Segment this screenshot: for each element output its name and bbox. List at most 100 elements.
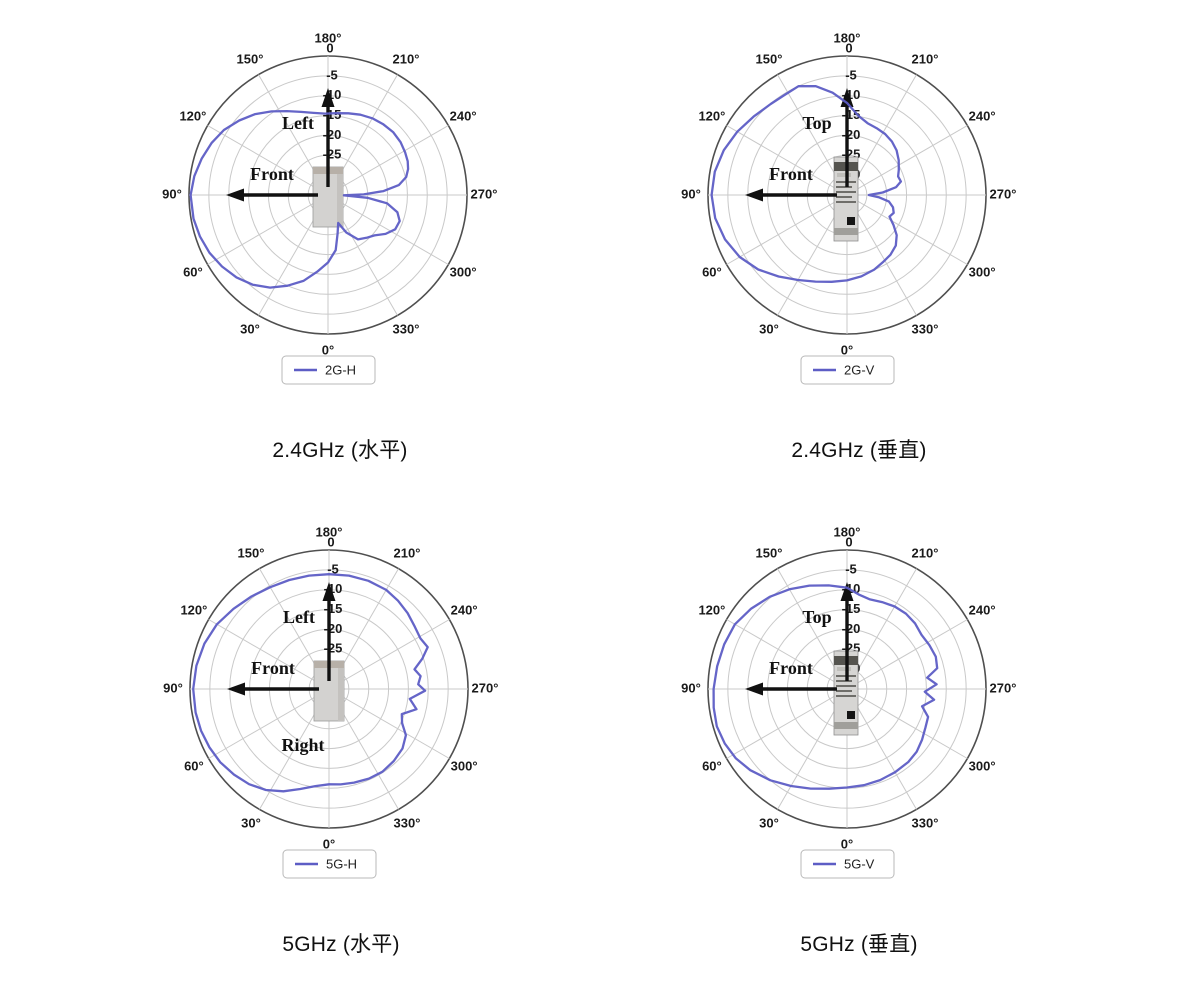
angle-tick-label: 0° (322, 342, 334, 357)
device-vent (836, 201, 856, 203)
direction-arrow-front-head (226, 188, 244, 202)
angle-tick-label: 300° (969, 264, 996, 279)
radial-tick-label: -5 (327, 561, 339, 576)
device-bottom-band (834, 722, 858, 729)
direction-arrow-front-head (745, 188, 763, 202)
angle-tick-label: 240° (969, 602, 996, 617)
radial-tick-label: -5 (845, 561, 857, 576)
angle-tick-label: 120° (179, 108, 206, 123)
legend-box (800, 355, 895, 385)
device-vent (836, 695, 856, 697)
device-port (847, 217, 855, 225)
angle-tick-label: 300° (451, 758, 478, 773)
radial-tick-label: -20 (842, 621, 861, 636)
angle-tick-label: 210° (393, 51, 420, 66)
direction-label-right: Right (281, 735, 324, 755)
angle-tick-label: 180° (315, 30, 342, 45)
polar-chart-2g-h: 0° 30° 60° 90° 120° 150° 180° 210° 240° 270° 300° 3… (133, 5, 523, 395)
radial-tick-label: -20 (324, 621, 343, 636)
polar-grid-spoke (846, 568, 917, 690)
direction-arrow-front-head (745, 682, 763, 696)
angle-tick-label: 240° (451, 602, 478, 617)
angle-tick-label: 240° (969, 108, 996, 123)
angle-tick-label: 90° (681, 680, 701, 695)
radial-tick-label: 0 (327, 534, 334, 549)
polar-grid-spoke (726, 194, 848, 265)
direction-arrow-up-head (321, 88, 335, 107)
legend-box (282, 849, 377, 879)
device-vent (836, 680, 852, 682)
angle-tick-label: 240° (450, 108, 477, 123)
angle-tick-label: 210° (912, 545, 939, 560)
angle-tick-label: 30° (241, 816, 261, 831)
chart-caption: 2.4GHz (垂直) (791, 439, 927, 462)
direction-label-up: Top (802, 607, 831, 627)
angle-tick-label: 120° (698, 602, 725, 617)
polar-plot: 0° 30° 60° 90° 120° 150° 180° 210° 240° 270° 300° 3… (162, 30, 498, 385)
angle-tick-label: 270° (471, 186, 498, 201)
angle-tick-label: 30° (240, 322, 260, 337)
chart-caption: 2.4GHz (水平) (272, 439, 408, 462)
chart-caption: 5GHz (水平) (282, 933, 400, 956)
radial-tick-label: -25 (324, 641, 343, 656)
polar-grid-spoke (328, 688, 450, 759)
direction-label-up: Left (283, 607, 315, 627)
angle-tick-label: 0° (841, 342, 853, 357)
angle-tick-label: 120° (180, 602, 207, 617)
radial-tick-label: -15 (842, 601, 861, 616)
polar-chart-5g-v: 0° 30° 60° 90° 120° 150° 180° 210° 240° 270° 300° 3… (652, 499, 1042, 889)
radial-tick-label: -15 (324, 601, 343, 616)
device-shade (338, 668, 344, 721)
radial-tick-label: -20 (842, 127, 861, 142)
radial-tick-label: 0 (845, 534, 852, 549)
radial-tick-label: -25 (323, 147, 342, 162)
angle-tick-label: 60° (183, 264, 203, 279)
direction-arrow-front-head (227, 682, 245, 696)
angle-tick-label: 330° (912, 816, 939, 831)
polar-grid-spoke (846, 74, 917, 196)
polar-grid-spoke (846, 194, 968, 265)
angle-tick-label: 0° (323, 836, 335, 851)
angle-tick-label: 150° (756, 51, 783, 66)
radiation-pattern-curve (712, 584, 939, 790)
angle-tick-label: 300° (969, 758, 996, 773)
polar-grid-spoke (726, 619, 848, 690)
radiation-pattern-curve (192, 573, 429, 793)
angle-tick-label: 90° (162, 186, 182, 201)
polar-grid-spoke (846, 619, 968, 690)
angle-tick-label: 90° (163, 680, 183, 695)
radial-tick-label: -20 (323, 127, 342, 142)
angle-tick-label: 120° (698, 108, 725, 123)
angle-tick-label: 270° (472, 680, 499, 695)
radial-tick-label: -5 (326, 67, 338, 82)
device-vent (836, 196, 852, 198)
polar-grid-spoke (208, 619, 330, 690)
device-label (837, 667, 851, 671)
polar-grid-spoke (846, 688, 917, 810)
direction-label-front: Front (250, 164, 294, 184)
angle-tick-label: 150° (237, 51, 264, 66)
angle-tick-label: 180° (316, 524, 343, 539)
angle-tick-label: 90° (681, 186, 701, 201)
chart-caption: 5GHz (垂直) (800, 933, 918, 956)
angle-tick-label: 180° (834, 30, 861, 45)
angle-tick-label: 270° (990, 680, 1017, 695)
radiation-pattern-curve (189, 109, 410, 289)
angle-tick-label: 150° (756, 545, 783, 560)
direction-label-up: Left (282, 113, 314, 133)
polar-grid-spoke (328, 619, 450, 690)
device-label (837, 173, 851, 177)
polar-grid-spoke (846, 688, 968, 759)
legend-label: 2G-V (844, 362, 875, 377)
angle-tick-label: 300° (450, 264, 477, 279)
angle-tick-label: 210° (912, 51, 939, 66)
legend-label: 5G-H (326, 856, 357, 871)
device-shade (337, 174, 343, 227)
direction-arrow-up-head (840, 582, 854, 601)
angle-tick-label: 150° (238, 545, 265, 560)
legend-box (281, 355, 376, 385)
angle-tick-label: 180° (834, 524, 861, 539)
direction-label-up: Top (802, 113, 831, 133)
angle-tick-label: 330° (912, 322, 939, 337)
direction-arrow-up-head (840, 88, 854, 107)
